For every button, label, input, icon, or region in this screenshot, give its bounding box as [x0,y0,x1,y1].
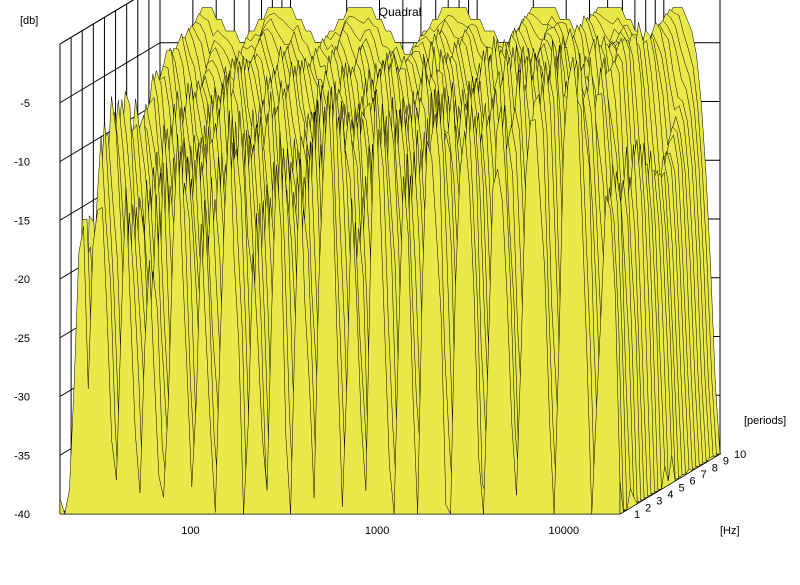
y-axis-label: [periods] [744,415,786,427]
y-tick-label: 6 [690,476,696,488]
leftwall-dbline [60,0,160,44]
leftwall-top [60,0,160,44]
waterfall-3d-chart: -5 -10 -15 -20 -25 -30 -35 -40 [db] 100 1000 10000 [… [0,0,800,585]
x-tick-label: 100 [181,525,199,537]
z-tick-label: -15 [14,215,30,227]
y-tick-label: 4 [667,489,673,501]
y-tick-label: 10 [734,449,746,461]
chart-title: Quadral [379,5,422,19]
z-tick-label: -20 [14,274,30,286]
z-tick-label: -25 [14,333,30,345]
z-tick-label: -35 [14,450,30,462]
z-axis-label: [db] [20,15,38,27]
y-tick-label: 8 [712,462,718,474]
z-tick-label: -10 [14,157,30,169]
y-tick-label: 9 [723,456,729,468]
x-tick-label: 10000 [549,525,580,537]
z-tick-label: -5 [20,98,30,110]
y-tick-label: 2 [645,502,651,514]
y-tick-label: 5 [678,482,684,494]
z-tick-label: -30 [14,392,30,404]
z-tick-label: -40 [14,509,30,521]
leftwall-dbline [60,43,160,103]
x-axis-label: [Hz] [720,525,740,537]
y-tick-label: 7 [701,469,707,481]
y-tick-label: 1 [634,509,640,521]
x-tick-label: 1000 [365,525,389,537]
y-tick-label: 3 [656,496,662,508]
